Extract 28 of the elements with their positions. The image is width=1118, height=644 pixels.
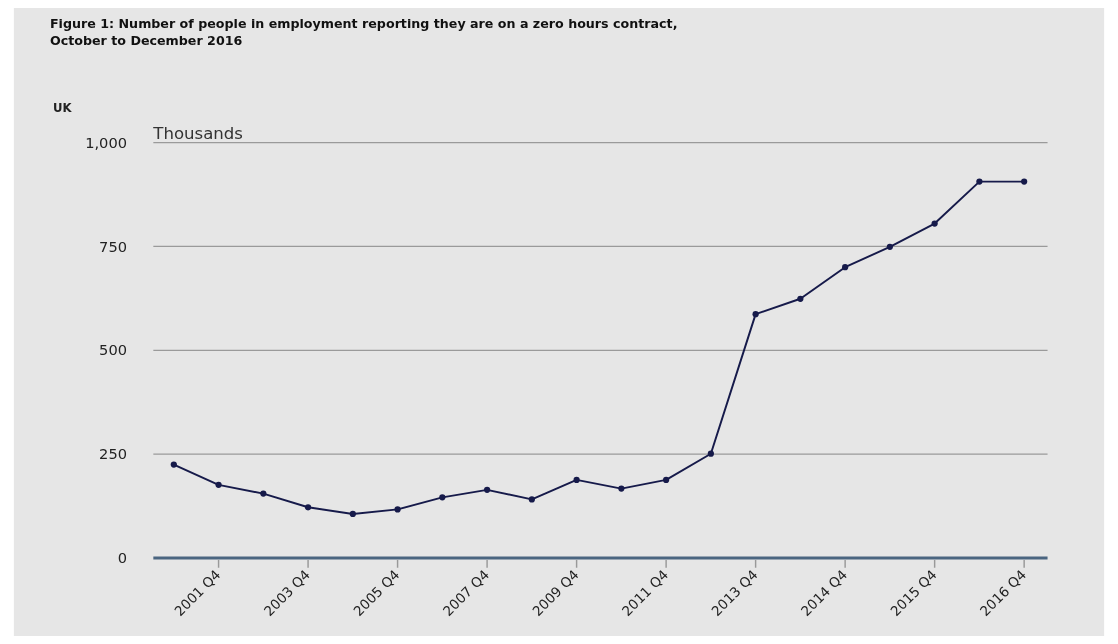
point	[260, 490, 267, 497]
point	[886, 243, 894, 250]
point	[483, 486, 491, 493]
y-tick-label: 250	[99, 445, 128, 463]
point	[170, 461, 177, 468]
point	[797, 295, 804, 302]
point	[618, 485, 625, 492]
chart-title: Figure 1: Number of people in employment reporting they are on a zero hours contract, October to December 2016	[49, 16, 678, 49]
y-tick-label: 0	[117, 549, 128, 567]
y-tick-label: 750	[99, 237, 128, 255]
y-tick-label: 500	[99, 341, 128, 359]
point	[976, 178, 983, 185]
point	[349, 510, 356, 518]
point	[439, 494, 446, 501]
point	[662, 476, 670, 484]
point	[394, 506, 401, 513]
point	[304, 504, 312, 511]
text: UK	[52, 101, 73, 116]
point	[931, 220, 938, 227]
y-tick-label: 1,000	[85, 133, 128, 151]
point	[1021, 178, 1028, 185]
point	[842, 264, 849, 271]
y-axis-title: Thousands	[152, 123, 244, 143]
point	[528, 496, 535, 503]
point	[752, 311, 759, 318]
point	[707, 450, 714, 457]
point	[215, 481, 222, 488]
point	[573, 476, 580, 484]
